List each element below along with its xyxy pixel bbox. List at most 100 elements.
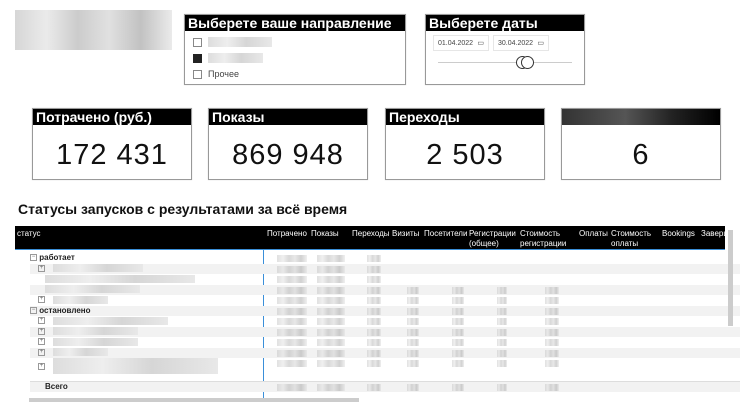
redacted-value	[317, 276, 345, 283]
expand-icon[interactable]: +	[38, 327, 45, 335]
checkbox[interactable]	[193, 69, 202, 79]
redacted-value	[367, 328, 381, 336]
vertical-scrollbar[interactable]	[728, 230, 733, 326]
col-visits[interactable]: Визиты	[392, 229, 420, 238]
kpi-card-clicks: Переходы 2 503	[385, 108, 545, 180]
redacted-value	[277, 318, 307, 325]
expand-icon[interactable]: +	[38, 362, 45, 370]
collapse-icon[interactable]: −	[30, 306, 37, 314]
redacted-value	[367, 339, 381, 346]
table-row: +	[30, 326, 740, 337]
redacted-value	[277, 339, 307, 346]
redacted-value	[545, 318, 559, 325]
redacted-value	[317, 265, 345, 273]
direction-slicer: Выберете ваше направление Прочее	[184, 14, 406, 85]
expand-icon[interactable]: +	[38, 264, 45, 272]
col-trials[interactable]: Завершение триалов	[701, 229, 727, 238]
redacted-value	[277, 349, 307, 357]
col-bookings[interactable]: Bookings	[662, 229, 695, 238]
redacted-value	[367, 276, 381, 283]
redacted-value	[497, 384, 507, 391]
kpi-title: Показы	[209, 109, 367, 125]
redacted-label	[45, 274, 195, 283]
redacted-value	[317, 339, 345, 346]
redacted-value	[367, 286, 381, 294]
redacted-value	[497, 360, 507, 367]
col-impressions[interactable]: Показы	[311, 229, 339, 238]
redacted-label	[53, 337, 138, 346]
redacted-value	[452, 328, 464, 336]
kpi-title: Потрачено (руб.)	[33, 109, 191, 125]
kpi-card-spent: Потрачено (руб.) 172 431	[32, 108, 192, 180]
redacted-value	[317, 349, 345, 357]
redacted-value	[407, 307, 419, 315]
col-clicks[interactable]: Переходы	[352, 229, 390, 238]
redacted-label	[208, 37, 272, 47]
kpi-value: 869 948	[232, 139, 344, 171]
expand-icon[interactable]: +	[38, 338, 45, 346]
col-status[interactable]: статус	[17, 229, 41, 238]
kpi-title-redacted	[562, 109, 720, 125]
table-row	[30, 284, 740, 295]
col-visitors[interactable]: Посетители	[424, 229, 468, 238]
redacted-value	[452, 318, 464, 325]
kpi-value: 2 503	[426, 139, 504, 171]
redacted-value	[367, 318, 381, 325]
redacted-value	[497, 339, 507, 346]
col-payment-cost[interactable]: Стоимость оплаты	[611, 229, 652, 248]
date-range-slider[interactable]	[438, 53, 572, 73]
expand-icon[interactable]: +	[38, 296, 45, 304]
group-row: − работает	[30, 253, 740, 264]
redacted-value	[317, 384, 345, 391]
expand-icon[interactable]: +	[38, 348, 45, 356]
redacted-value	[452, 286, 464, 294]
table-row: +	[30, 358, 740, 378]
redacted-value	[545, 328, 559, 336]
horizontal-scrollbar[interactable]	[29, 398, 359, 402]
redacted-value	[407, 297, 419, 304]
end-date: 30.04.2022	[498, 39, 534, 47]
redacted-value	[497, 318, 507, 325]
slicer-option[interactable]	[185, 50, 405, 66]
collapse-icon[interactable]: −	[30, 254, 37, 262]
checkbox[interactable]	[193, 37, 202, 47]
group-label: остановлено	[39, 305, 91, 315]
redacted-value	[367, 297, 381, 304]
table-title: Статусы запусков с результатами за всё в…	[18, 201, 348, 217]
slicer-title: Выберете ваше направление	[185, 15, 405, 31]
redacted-value	[367, 360, 381, 367]
redacted-label	[45, 285, 140, 294]
redacted-label	[53, 358, 218, 374]
col-registrations[interactable]: Регистрации (общее)	[469, 229, 516, 248]
col-payments[interactable]: Оплаты	[579, 229, 608, 238]
redacted-value	[497, 297, 507, 304]
date-slicer: Выберете даты 01.04.2022 ▭ 30.04.2022 ▭	[425, 14, 585, 85]
redacted-value	[407, 318, 419, 325]
redacted-value	[545, 360, 559, 367]
expand-icon[interactable]: +	[38, 317, 45, 325]
redacted-value	[452, 349, 464, 357]
calendar-icon[interactable]: ▭	[537, 40, 544, 47]
redacted-value	[317, 286, 345, 294]
redacted-value	[277, 384, 307, 391]
redacted-value	[497, 349, 507, 357]
kpi-value: 172 431	[56, 139, 168, 171]
redacted-value	[367, 384, 381, 391]
col-spent[interactable]: Потрачено	[267, 229, 307, 238]
redacted-value	[545, 384, 559, 391]
checkbox[interactable]	[193, 53, 202, 63]
table-row: +	[30, 337, 740, 348]
slicer-option-other[interactable]: Прочее	[185, 66, 405, 82]
calendar-icon[interactable]: ▭	[477, 40, 484, 47]
col-registration-cost[interactable]: Стоимость регистрации	[520, 229, 567, 248]
table-row	[30, 274, 740, 285]
end-date-input[interactable]: 30.04.2022 ▭	[493, 35, 549, 51]
redacted-value	[407, 360, 419, 367]
slicer-option[interactable]	[185, 34, 405, 50]
matrix-header: статус Потрачено Показы Переходы Визиты …	[15, 226, 727, 250]
start-date-input[interactable]: 01.04.2022 ▭	[433, 35, 489, 51]
redacted-label	[53, 327, 138, 336]
kpi-title: Переходы	[386, 109, 544, 125]
slider-handle-end[interactable]	[521, 56, 534, 69]
redacted-value	[367, 255, 381, 262]
